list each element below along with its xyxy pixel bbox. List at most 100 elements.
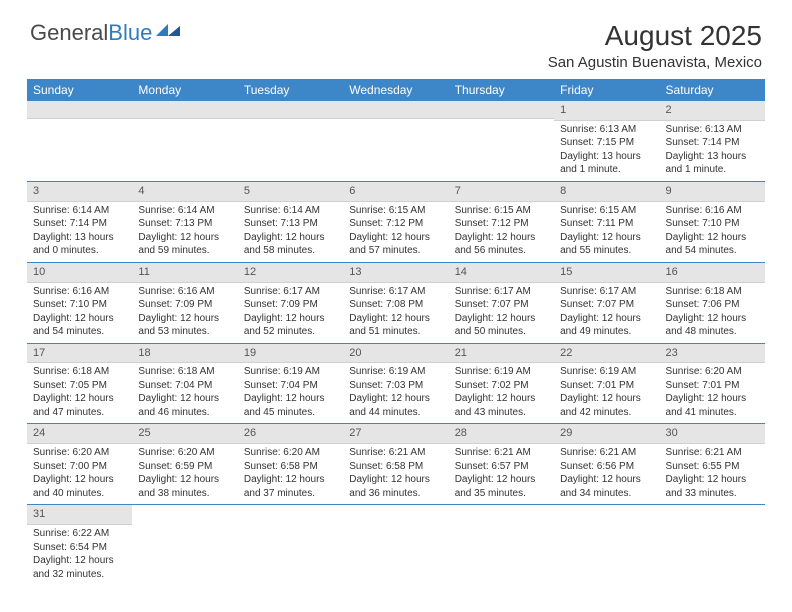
daylight-text: and 36 minutes.: [349, 487, 442, 501]
day-number: 14: [449, 263, 554, 283]
sunset-text: Sunset: 6:58 PM: [349, 460, 442, 474]
day-content: Sunrise: 6:13 AMSunset: 7:15 PMDaylight:…: [554, 121, 659, 181]
daylight-text: Daylight: 12 hours: [560, 392, 653, 406]
day-number: 21: [449, 344, 554, 364]
sunset-text: Sunset: 7:06 PM: [666, 298, 759, 312]
logo-text-blue: Blue: [108, 20, 152, 46]
daylight-text: and 46 minutes.: [138, 406, 231, 420]
calendar-day-cell: 21Sunrise: 6:19 AMSunset: 7:02 PMDayligh…: [449, 343, 554, 424]
day-content: Sunrise: 6:17 AMSunset: 7:07 PMDaylight:…: [554, 283, 659, 343]
calendar-day-cell: 25Sunrise: 6:20 AMSunset: 6:59 PMDayligh…: [132, 424, 237, 505]
day-number: 6: [343, 182, 448, 202]
sunrise-text: Sunrise: 6:14 AM: [244, 204, 337, 218]
daylight-text: Daylight: 12 hours: [455, 392, 548, 406]
sunset-text: Sunset: 7:14 PM: [666, 136, 759, 150]
sunset-text: Sunset: 7:01 PM: [666, 379, 759, 393]
daylight-text: and 49 minutes.: [560, 325, 653, 339]
calendar-empty-cell: [132, 505, 237, 585]
sunset-text: Sunset: 7:12 PM: [349, 217, 442, 231]
sunset-text: Sunset: 7:12 PM: [455, 217, 548, 231]
day-content: Sunrise: 6:21 AMSunset: 6:55 PMDaylight:…: [660, 444, 765, 504]
sunrise-text: Sunrise: 6:14 AM: [138, 204, 231, 218]
sunset-text: Sunset: 7:10 PM: [33, 298, 126, 312]
sunrise-text: Sunrise: 6:19 AM: [560, 365, 653, 379]
daylight-text: and 54 minutes.: [33, 325, 126, 339]
weekday-header-row: SundayMondayTuesdayWednesdayThursdayFrid…: [27, 79, 765, 101]
calendar-empty-cell: [449, 505, 554, 585]
sunrise-text: Sunrise: 6:13 AM: [560, 123, 653, 137]
day-number: 16: [660, 263, 765, 283]
calendar-day-cell: 29Sunrise: 6:21 AMSunset: 6:56 PMDayligh…: [554, 424, 659, 505]
daylight-text: Daylight: 13 hours: [666, 150, 759, 164]
day-content: Sunrise: 6:14 AMSunset: 7:14 PMDaylight:…: [27, 202, 132, 262]
day-content: Sunrise: 6:20 AMSunset: 7:00 PMDaylight:…: [27, 444, 132, 504]
calendar-week-row: 17Sunrise: 6:18 AMSunset: 7:05 PMDayligh…: [27, 343, 765, 424]
daylight-text: and 43 minutes.: [455, 406, 548, 420]
calendar-day-cell: 15Sunrise: 6:17 AMSunset: 7:07 PMDayligh…: [554, 262, 659, 343]
day-content: Sunrise: 6:18 AMSunset: 7:06 PMDaylight:…: [660, 283, 765, 343]
daylight-text: and 50 minutes.: [455, 325, 548, 339]
daylight-text: and 47 minutes.: [33, 406, 126, 420]
calendar-empty-cell: [449, 101, 554, 181]
calendar-day-cell: 31Sunrise: 6:22 AMSunset: 6:54 PMDayligh…: [27, 505, 132, 585]
sunset-text: Sunset: 7:04 PM: [244, 379, 337, 393]
weekday-header: Sunday: [27, 79, 132, 101]
sunrise-text: Sunrise: 6:21 AM: [349, 446, 442, 460]
sunrise-text: Sunrise: 6:18 AM: [138, 365, 231, 379]
sunset-text: Sunset: 7:04 PM: [138, 379, 231, 393]
day-content: Sunrise: 6:19 AMSunset: 7:03 PMDaylight:…: [343, 363, 448, 423]
day-content: Sunrise: 6:14 AMSunset: 7:13 PMDaylight:…: [238, 202, 343, 262]
logo-flag-icon: [156, 20, 182, 46]
weekday-header: Saturday: [660, 79, 765, 101]
calendar-day-cell: 22Sunrise: 6:19 AMSunset: 7:01 PMDayligh…: [554, 343, 659, 424]
weekday-header: Thursday: [449, 79, 554, 101]
day-content: Sunrise: 6:19 AMSunset: 7:02 PMDaylight:…: [449, 363, 554, 423]
sunset-text: Sunset: 7:09 PM: [138, 298, 231, 312]
daylight-text: Daylight: 12 hours: [244, 312, 337, 326]
weekday-header: Monday: [132, 79, 237, 101]
calendar-day-cell: 2Sunrise: 6:13 AMSunset: 7:14 PMDaylight…: [660, 101, 765, 181]
sunrise-text: Sunrise: 6:19 AM: [349, 365, 442, 379]
day-content: Sunrise: 6:20 AMSunset: 7:01 PMDaylight:…: [660, 363, 765, 423]
page-header: GeneralBlue August 2025 San Agustin Buen…: [0, 0, 792, 79]
day-number: 5: [238, 182, 343, 202]
logo: GeneralBlue: [30, 20, 182, 46]
day-content: Sunrise: 6:17 AMSunset: 7:08 PMDaylight:…: [343, 283, 448, 343]
daylight-text: Daylight: 12 hours: [244, 473, 337, 487]
sunrise-text: Sunrise: 6:16 AM: [666, 204, 759, 218]
calendar-empty-cell: [132, 101, 237, 181]
day-content: Sunrise: 6:19 AMSunset: 7:04 PMDaylight:…: [238, 363, 343, 423]
calendar-week-row: 24Sunrise: 6:20 AMSunset: 7:00 PMDayligh…: [27, 424, 765, 505]
daylight-text: Daylight: 12 hours: [666, 312, 759, 326]
calendar-day-cell: 4Sunrise: 6:14 AMSunset: 7:13 PMDaylight…: [132, 181, 237, 262]
sunset-text: Sunset: 6:57 PM: [455, 460, 548, 474]
day-content: Sunrise: 6:20 AMSunset: 6:59 PMDaylight:…: [132, 444, 237, 504]
daylight-text: and 35 minutes.: [455, 487, 548, 501]
daylight-text: and 48 minutes.: [666, 325, 759, 339]
sunset-text: Sunset: 7:02 PM: [455, 379, 548, 393]
day-number: 9: [660, 182, 765, 202]
daylight-text: Daylight: 12 hours: [33, 392, 126, 406]
empty-day-bar: [27, 101, 132, 119]
sunset-text: Sunset: 6:56 PM: [560, 460, 653, 474]
day-content: Sunrise: 6:21 AMSunset: 6:57 PMDaylight:…: [449, 444, 554, 504]
sunset-text: Sunset: 7:10 PM: [666, 217, 759, 231]
daylight-text: and 37 minutes.: [244, 487, 337, 501]
sunrise-text: Sunrise: 6:22 AM: [33, 527, 126, 541]
daylight-text: and 1 minute.: [666, 163, 759, 177]
daylight-text: Daylight: 12 hours: [33, 473, 126, 487]
daylight-text: and 38 minutes.: [138, 487, 231, 501]
daylight-text: and 44 minutes.: [349, 406, 442, 420]
sunset-text: Sunset: 7:09 PM: [244, 298, 337, 312]
sunrise-text: Sunrise: 6:16 AM: [33, 285, 126, 299]
calendar-day-cell: 23Sunrise: 6:20 AMSunset: 7:01 PMDayligh…: [660, 343, 765, 424]
day-number: 11: [132, 263, 237, 283]
sunrise-text: Sunrise: 6:17 AM: [560, 285, 653, 299]
day-content: Sunrise: 6:21 AMSunset: 6:58 PMDaylight:…: [343, 444, 448, 504]
logo-text-general: General: [30, 20, 108, 46]
sunrise-text: Sunrise: 6:15 AM: [455, 204, 548, 218]
day-number: 7: [449, 182, 554, 202]
sunset-text: Sunset: 7:03 PM: [349, 379, 442, 393]
calendar-day-cell: 26Sunrise: 6:20 AMSunset: 6:58 PMDayligh…: [238, 424, 343, 505]
daylight-text: and 58 minutes.: [244, 244, 337, 258]
